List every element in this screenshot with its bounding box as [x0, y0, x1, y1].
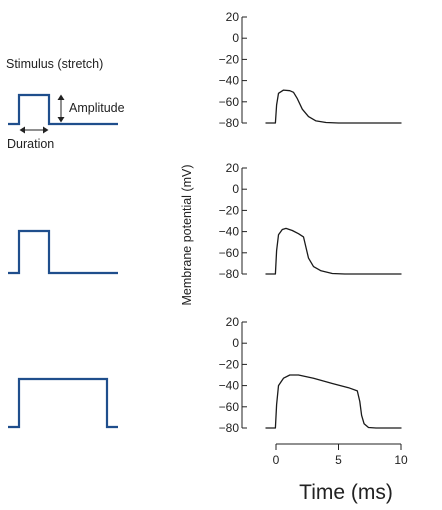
x-tick-label: 0	[273, 453, 280, 467]
y-tick-label: −80	[219, 267, 240, 281]
y-tick-label: −40	[219, 379, 240, 393]
stimulus-pulse-medium	[8, 229, 118, 275]
y-tick-label: −80	[219, 421, 240, 435]
y-tick-label: 0	[232, 182, 239, 196]
membrane-potential-trace	[265, 227, 402, 275]
membrane-potential-trace	[265, 89, 402, 124]
x-tick-label: 10	[394, 453, 408, 467]
duration-label: Duration	[7, 137, 54, 151]
y-tick-label: 20	[226, 10, 240, 24]
duration-arrow-icon	[19, 126, 49, 134]
stimulus-pulse-short	[8, 93, 118, 126]
membrane-potential-trace	[265, 374, 402, 429]
amplitude-arrow-icon	[57, 94, 65, 123]
x-tick-label: 5	[335, 453, 342, 467]
y-tick-label: −40	[219, 225, 240, 239]
amplitude-label: Amplitude	[69, 101, 125, 115]
y-tick-label: −20	[219, 357, 240, 371]
y-tick-label: −60	[219, 246, 240, 260]
y-tick-label: −20	[219, 203, 240, 217]
y-tick-label: −20	[219, 52, 240, 66]
y-tick-label: 0	[232, 336, 239, 350]
response-panel-long: 20 0 −20 −40 −60 −80	[219, 315, 402, 435]
y-tick-label: 20	[226, 161, 240, 175]
y-tick-label: 0	[232, 31, 239, 45]
time-axis: 0 5 10	[273, 443, 408, 467]
stimulus-pulse-long	[8, 377, 118, 429]
y-tick-label: −40	[219, 74, 240, 88]
response-panel-medium: 20 0 −20 −40 −60 −80	[219, 161, 402, 281]
y-tick-label: −80	[219, 116, 240, 130]
y-tick-label: 20	[226, 315, 240, 329]
response-panel-short: 20 0 −20 −40 −60 −80	[219, 10, 402, 130]
y-tick-label: −60	[219, 95, 240, 109]
y-axis-title: Membrane potential (mV)	[180, 164, 194, 305]
stimulus-label: Stimulus (stretch)	[6, 57, 103, 71]
y-tick-label: −60	[219, 400, 240, 414]
x-axis-title: Time (ms)	[299, 481, 393, 504]
